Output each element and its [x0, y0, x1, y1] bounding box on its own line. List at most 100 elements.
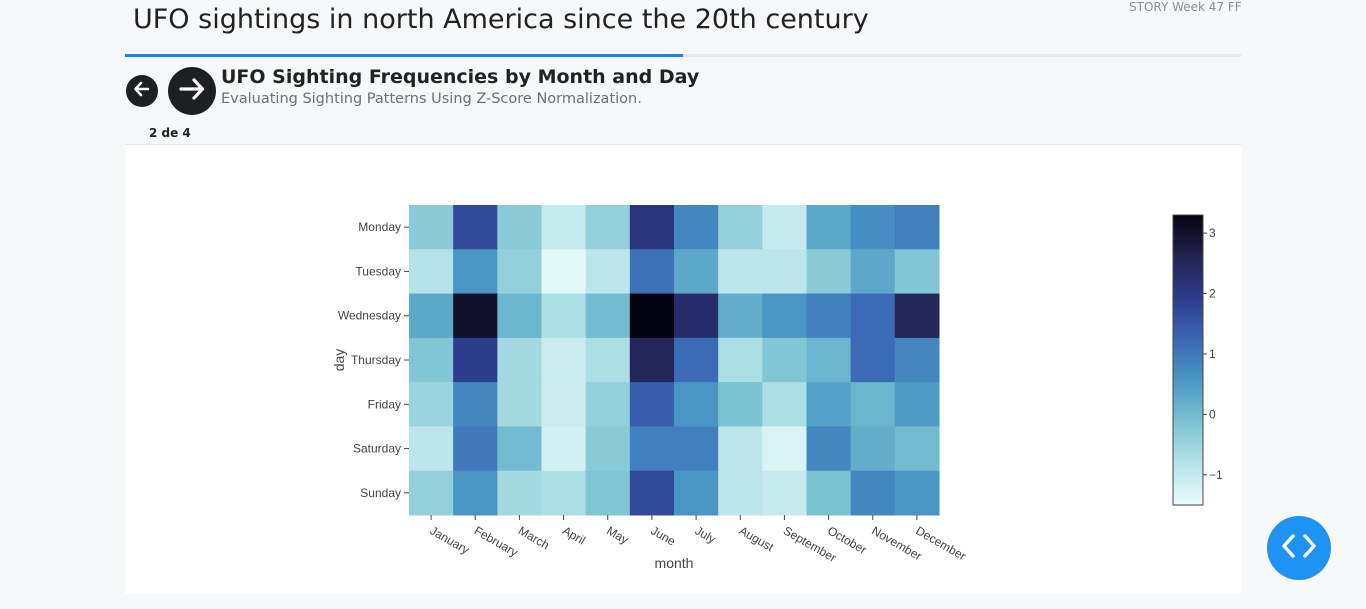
embed-code-button[interactable] — [1267, 516, 1331, 580]
heatmap-cell[interactable] — [453, 337, 498, 383]
heatmap-cell[interactable] — [409, 426, 454, 472]
heatmap-cell[interactable] — [850, 382, 896, 427]
heatmap-cell[interactable] — [674, 337, 719, 383]
heatmap-cell[interactable] — [629, 426, 675, 472]
heatmap-cell[interactable] — [585, 205, 631, 250]
heatmap-cell[interactable] — [409, 205, 454, 250]
heatmap-cell[interactable] — [585, 470, 631, 516]
heatmap-cell[interactable] — [453, 426, 498, 472]
heatmap-cell[interactable] — [894, 470, 940, 516]
heatmap-cell[interactable] — [674, 382, 719, 427]
heatmap-cell[interactable] — [497, 337, 542, 383]
heatmap-cell[interactable] — [409, 382, 454, 427]
heatmap-cell[interactable] — [894, 426, 940, 472]
heatmap-cell[interactable] — [850, 249, 896, 295]
heatmap-cell[interactable] — [541, 249, 587, 295]
heatmap-cell[interactable] — [453, 249, 498, 295]
heatmap-cell[interactable] — [718, 249, 763, 295]
heatmap-cell[interactable] — [674, 205, 719, 250]
slide-title: UFO Sighting Frequencies by Month and Da… — [221, 66, 700, 88]
x-tick-label: April — [560, 523, 588, 547]
heatmap-cell[interactable] — [894, 249, 940, 295]
heatmap-cell[interactable] — [674, 249, 719, 295]
heatmap-cell[interactable] — [585, 337, 631, 383]
chart-panel: Monday Tuesday Wednesday Thursday Friday Satu… — [125, 145, 1241, 594]
heatmap-cell[interactable] — [541, 382, 587, 427]
heatmap-cell[interactable] — [629, 293, 675, 339]
heatmap-cell[interactable] — [541, 426, 587, 472]
heatmap-cell[interactable] — [497, 470, 542, 516]
heatmap-cell[interactable] — [806, 249, 852, 295]
x-axis-title: month — [655, 555, 694, 571]
heatmap-cell[interactable] — [806, 293, 852, 339]
next-slide-button[interactable] — [168, 67, 216, 115]
heatmap-cell[interactable] — [409, 249, 454, 295]
heatmap-cell[interactable] — [894, 205, 940, 250]
x-tick-label: August — [737, 523, 777, 554]
slide-subtitle: Evaluating Sighting Patterns Using Z-Sco… — [221, 91, 642, 107]
heatmap-cell[interactable] — [718, 470, 763, 516]
y-tick-label: Friday — [368, 397, 401, 411]
heatmap-cell[interactable] — [806, 205, 852, 250]
heatmap-cell[interactable] — [497, 293, 542, 339]
heatmap-cell[interactable] — [409, 337, 454, 383]
heatmap-cell[interactable] — [718, 337, 763, 383]
slide-counter: 2 de 4 — [149, 126, 191, 140]
heatmap-cell[interactable] — [894, 382, 940, 427]
heatmap-cell[interactable] — [629, 249, 675, 295]
x-tick-label: January — [428, 523, 472, 556]
heatmap-cell[interactable] — [806, 470, 852, 516]
heatmap-cell[interactable] — [850, 337, 896, 383]
heatmap-cell[interactable] — [850, 293, 896, 339]
heatmap-cell[interactable] — [806, 337, 852, 383]
heatmap-cell[interactable] — [674, 293, 719, 339]
heatmap-cell[interactable] — [629, 470, 675, 516]
heatmap-cell[interactable] — [718, 293, 763, 339]
heatmap-cell[interactable] — [541, 293, 587, 339]
heatmap-cell[interactable] — [585, 249, 631, 295]
heatmap-cell[interactable] — [850, 470, 896, 516]
heatmap-cell[interactable] — [585, 426, 631, 472]
colorbar-tick-label: −1 — [1209, 468, 1223, 482]
heatmap-cell[interactable] — [453, 205, 498, 250]
heatmap-cell[interactable] — [629, 337, 675, 383]
heatmap-cell[interactable] — [894, 293, 940, 339]
arrow-right-icon — [177, 74, 207, 108]
heatmap-cell[interactable] — [674, 426, 719, 472]
heatmap-cell[interactable] — [541, 337, 587, 383]
story-tag: STORY Week 47 FF — [1129, 0, 1242, 14]
heatmap-cell[interactable] — [629, 382, 675, 427]
heatmap-cell[interactable] — [497, 205, 542, 250]
heatmap-cell[interactable] — [762, 337, 807, 383]
heatmap-cell[interactable] — [453, 470, 498, 516]
heatmap-cell[interactable] — [497, 382, 542, 427]
heatmap-cell[interactable] — [718, 426, 763, 472]
heatmap-cell[interactable] — [894, 337, 940, 383]
heatmap-cell[interactable] — [497, 249, 542, 295]
heatmap-cell[interactable] — [762, 293, 807, 339]
heatmap-cell[interactable] — [762, 382, 807, 427]
heatmap-cell[interactable] — [762, 249, 807, 295]
heatmap-cell[interactable] — [409, 293, 454, 339]
heatmap-cell[interactable] — [541, 470, 587, 516]
heatmap-cell[interactable] — [850, 426, 896, 472]
heatmap-cell[interactable] — [718, 205, 763, 250]
heatmap-cell[interactable] — [850, 205, 896, 250]
heatmap-cell[interactable] — [409, 470, 454, 516]
heatmap-cell[interactable] — [806, 382, 852, 427]
heatmap-cell[interactable] — [806, 426, 852, 472]
heatmap-cell[interactable] — [453, 293, 498, 339]
prev-slide-button[interactable] — [126, 75, 158, 107]
heatmap-cell[interactable] — [762, 470, 807, 516]
heatmap-cell[interactable] — [674, 470, 719, 516]
heatmap-cell[interactable] — [762, 426, 807, 472]
heatmap-cell[interactable] — [585, 293, 631, 339]
heatmap-chart[interactable]: Monday Tuesday Wednesday Thursday Friday Satu… — [125, 145, 1241, 594]
heatmap-cell[interactable] — [718, 382, 763, 427]
heatmap-cell[interactable] — [453, 382, 498, 427]
heatmap-cell[interactable] — [585, 382, 631, 427]
heatmap-cell[interactable] — [541, 205, 587, 250]
heatmap-cell[interactable] — [497, 426, 542, 472]
heatmap-cell[interactable] — [762, 205, 807, 250]
heatmap-cell[interactable] — [629, 205, 675, 250]
